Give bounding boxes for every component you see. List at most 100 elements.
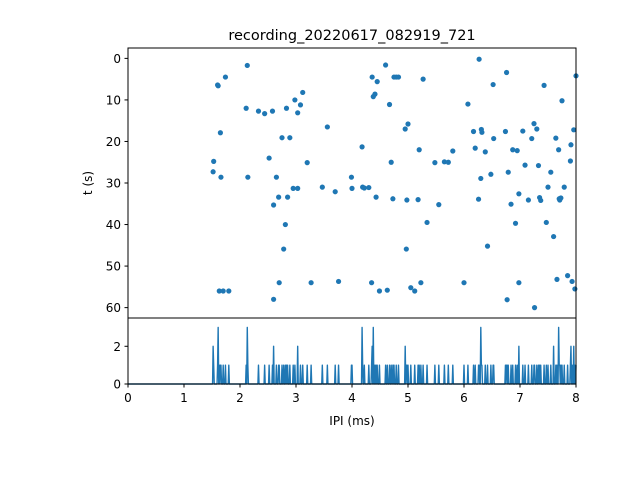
data-point (472, 145, 478, 151)
data-point (569, 278, 575, 285)
data-point (210, 169, 216, 175)
top-y-tick-label: 10 (106, 93, 121, 107)
top-y-tick-label: 40 (106, 218, 121, 232)
top-y-tick-label: 20 (106, 135, 121, 149)
data-point (388, 159, 394, 165)
data-point (324, 124, 330, 130)
data-point (424, 219, 430, 226)
data-point (559, 98, 565, 104)
data-point (359, 144, 365, 150)
data-point (405, 121, 411, 127)
data-point (348, 174, 355, 180)
data-point (245, 174, 251, 180)
data-point (300, 89, 306, 96)
data-point (571, 127, 577, 133)
data-point (572, 286, 578, 292)
x-axis-label: IPI (ms) (329, 414, 374, 428)
top-y-axis-ticks: 0 10 20 30 40 50 60 (106, 52, 128, 315)
bottom-y-axis-ticks: 02 (113, 340, 128, 392)
data-point (488, 171, 494, 177)
data-point (295, 185, 301, 191)
x-tick-label: 2 (236, 391, 244, 405)
data-point (255, 108, 262, 114)
data-point (266, 155, 272, 161)
x-tick-label: 7 (516, 391, 524, 405)
data-point (490, 81, 496, 88)
data-point (282, 221, 288, 228)
data-point (216, 288, 222, 294)
data-point (404, 197, 410, 203)
x-axis-ticks: 0 1 2 3 4 5 6 7 8 (124, 384, 580, 405)
data-point (383, 62, 389, 68)
data-point (479, 129, 485, 135)
data-point (535, 162, 542, 169)
data-point (531, 305, 538, 311)
data-point (514, 148, 520, 154)
data-point (505, 169, 511, 175)
data-point (510, 147, 516, 153)
data-point (304, 160, 310, 166)
x-tick-label: 8 (572, 391, 580, 405)
data-point (551, 233, 557, 240)
data-point (512, 220, 519, 226)
data-point (503, 69, 510, 76)
data-point (531, 121, 537, 127)
data-point (402, 126, 408, 132)
data-point (285, 194, 291, 200)
x-tick-label: 6 (460, 391, 468, 405)
data-point (502, 128, 509, 135)
data-point (508, 201, 514, 207)
data-point (445, 159, 451, 165)
data-point (276, 280, 282, 286)
data-point (215, 83, 221, 89)
data-point (554, 276, 560, 282)
data-point (308, 280, 314, 286)
data-point (384, 287, 390, 293)
data-point (436, 202, 442, 208)
data-point (522, 162, 528, 168)
data-point (516, 280, 522, 286)
data-point (373, 194, 379, 200)
top-y-tick-label: 50 (106, 260, 121, 274)
data-point (403, 246, 409, 252)
x-tick-label: 5 (404, 391, 412, 405)
data-point (361, 185, 367, 191)
bottom-plot-frame (127, 317, 577, 385)
data-point (386, 101, 393, 108)
data-point (418, 280, 424, 286)
data-point (465, 101, 471, 107)
top-y-tick-label: 60 (106, 301, 121, 315)
y-axis-label: t (s) (81, 171, 95, 195)
data-point (297, 102, 304, 108)
data-point (545, 184, 551, 190)
data-point (369, 74, 375, 80)
data-point (218, 174, 224, 180)
data-point (470, 128, 477, 135)
data-point (222, 74, 229, 80)
data-point (281, 246, 287, 252)
x-tick-label: 3 (292, 391, 300, 405)
data-point (534, 126, 540, 132)
data-point (461, 280, 467, 286)
data-point (416, 147, 422, 153)
data-point (244, 62, 250, 69)
data-point (516, 191, 522, 197)
scatter-points (210, 56, 579, 311)
data-point (504, 297, 510, 303)
data-point (349, 185, 355, 191)
data-point (335, 278, 342, 285)
data-point (543, 219, 549, 226)
data-point (475, 196, 482, 202)
data-point (376, 288, 383, 294)
data-point (243, 105, 249, 111)
data-point (372, 91, 378, 97)
data-point (217, 130, 223, 136)
data-point (262, 111, 268, 117)
data-point (279, 135, 285, 141)
top-y-tick-label: 30 (106, 177, 121, 191)
data-point (332, 189, 338, 195)
data-point (290, 185, 296, 191)
bottom-y-tick-label: 0 (113, 378, 121, 392)
data-point (319, 184, 325, 190)
